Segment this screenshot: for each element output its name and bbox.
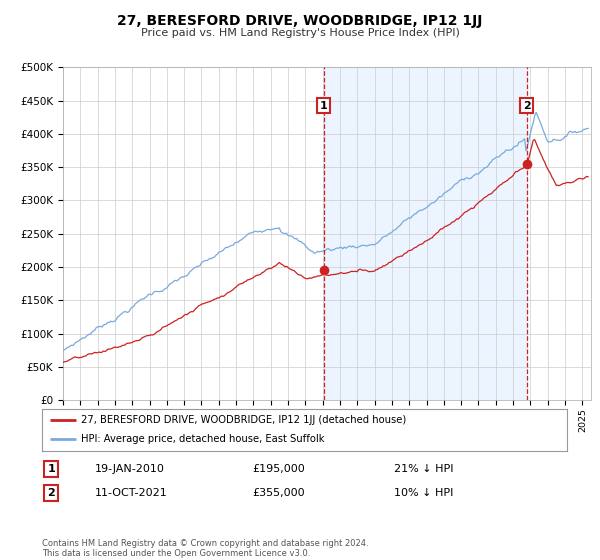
Text: 27, BERESFORD DRIVE, WOODBRIDGE, IP12 1JJ: 27, BERESFORD DRIVE, WOODBRIDGE, IP12 1J… bbox=[118, 14, 482, 28]
Text: This data is licensed under the Open Government Licence v3.0.: This data is licensed under the Open Gov… bbox=[42, 549, 310, 558]
Text: 1: 1 bbox=[47, 464, 55, 474]
Text: 10% ↓ HPI: 10% ↓ HPI bbox=[394, 488, 453, 498]
Text: HPI: Average price, detached house, East Suffolk: HPI: Average price, detached house, East… bbox=[82, 435, 325, 445]
Bar bbox=[323, 67, 527, 400]
Text: 19-JAN-2010: 19-JAN-2010 bbox=[95, 464, 164, 474]
Text: 1: 1 bbox=[320, 100, 328, 110]
Text: 21% ↓ HPI: 21% ↓ HPI bbox=[394, 464, 453, 474]
Text: £355,000: £355,000 bbox=[252, 488, 305, 498]
Text: 2: 2 bbox=[47, 488, 55, 498]
Text: 11-OCT-2021: 11-OCT-2021 bbox=[95, 488, 167, 498]
Text: 2: 2 bbox=[523, 100, 530, 110]
Text: £195,000: £195,000 bbox=[252, 464, 305, 474]
Text: Contains HM Land Registry data © Crown copyright and database right 2024.: Contains HM Land Registry data © Crown c… bbox=[42, 539, 368, 548]
Text: Price paid vs. HM Land Registry's House Price Index (HPI): Price paid vs. HM Land Registry's House … bbox=[140, 28, 460, 38]
Text: 27, BERESFORD DRIVE, WOODBRIDGE, IP12 1JJ (detached house): 27, BERESFORD DRIVE, WOODBRIDGE, IP12 1J… bbox=[82, 415, 407, 425]
